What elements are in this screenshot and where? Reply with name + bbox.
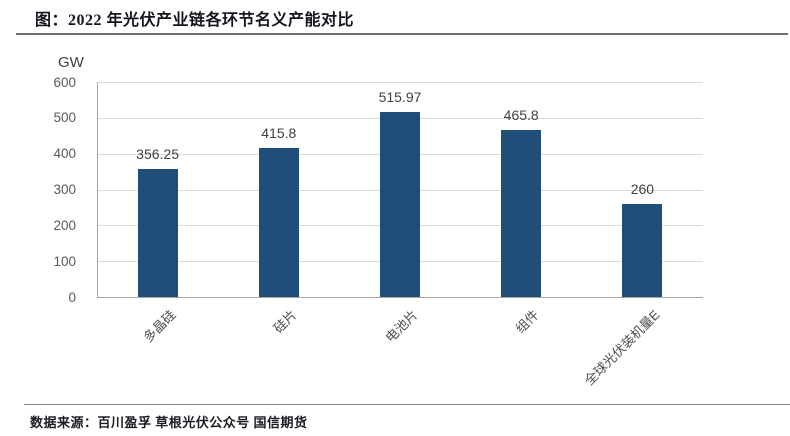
bar-value-label: 465.8 — [503, 107, 539, 124]
y-axis-tick-label: 0 — [68, 289, 76, 305]
y-axis-unit-label: GW — [58, 54, 84, 71]
bar — [380, 112, 420, 297]
x-axis-category-label: 全球光伏装机量E — [581, 307, 663, 389]
bar — [258, 148, 299, 297]
y-axis-tick-label: 300 — [53, 182, 76, 197]
x-axis-line — [97, 297, 703, 298]
y-axis-tick-label: 500 — [53, 110, 76, 126]
y-axis-tick-label: 400 — [53, 146, 76, 162]
y-axis-tick-label: 200 — [53, 217, 76, 233]
gridline — [97, 82, 703, 83]
title-divider-line — [16, 33, 788, 35]
bar-value-label: 415.8 — [261, 125, 297, 141]
bar-value-label: 260 — [630, 180, 655, 197]
bar — [137, 169, 178, 297]
data-source-text: 数据来源：百川盈孚 草根光伏公众号 国信期货 — [30, 415, 308, 430]
bar-value-label: 356.25 — [136, 146, 179, 163]
y-axis-tick-label: 600 — [53, 74, 76, 90]
x-axis-category-label: 组件 — [512, 307, 542, 337]
footer-divider-line — [24, 404, 790, 405]
bar — [622, 203, 663, 297]
bar — [501, 130, 542, 297]
y-axis-tick-label: 100 — [53, 253, 76, 269]
y-axis-line — [97, 82, 98, 298]
bar-value-label: 515.97 — [378, 89, 422, 106]
figure-title: 图：2022 年光伏产业链各环节名义产能对比 — [35, 12, 355, 29]
